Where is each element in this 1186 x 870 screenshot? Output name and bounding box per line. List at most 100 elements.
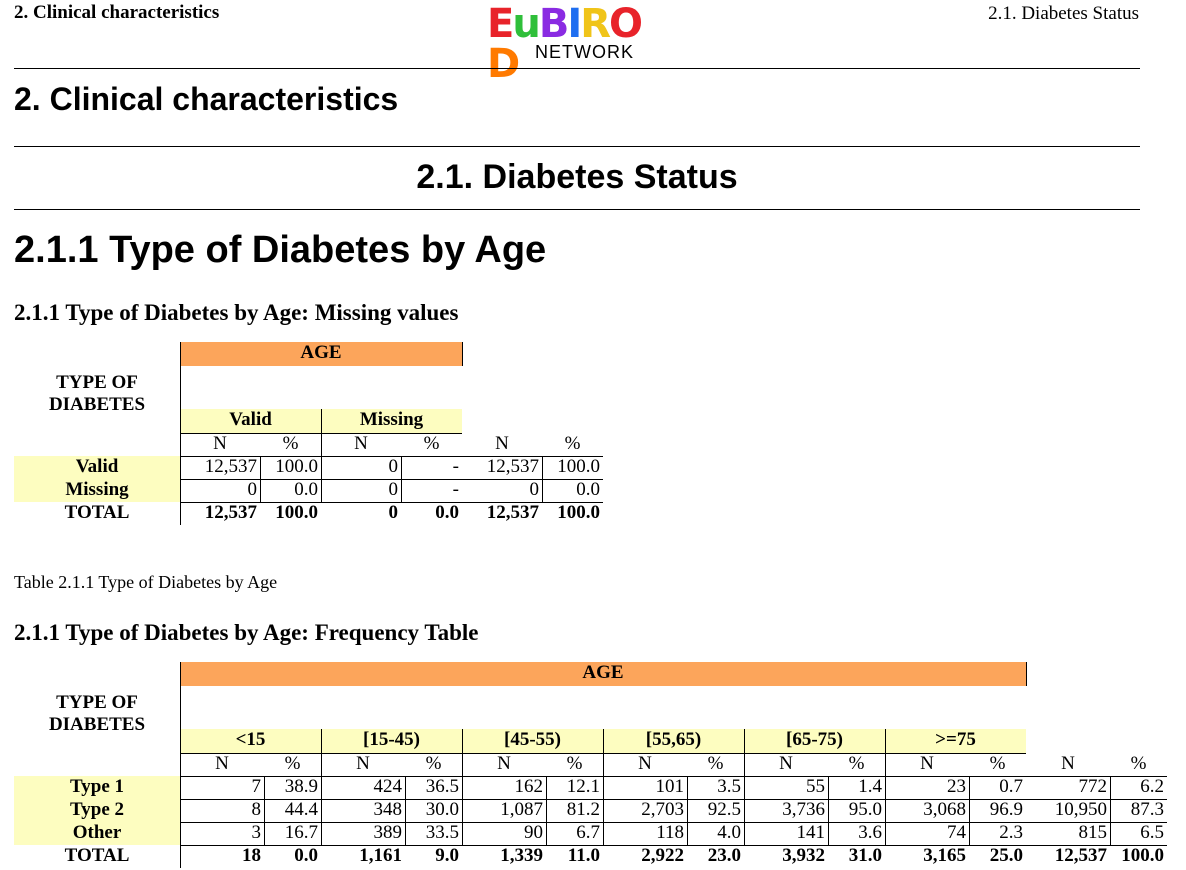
running-header-section: 2.1. Diabetes Status: [988, 3, 1139, 24]
group-header: [65-75): [744, 729, 885, 753]
table-rule: [462, 342, 463, 366]
table-rule: [828, 776, 829, 845]
section-title: 2.1. Diabetes Status: [416, 158, 738, 196]
table-cell: 1,087: [500, 799, 543, 820]
table-cell: 92.5: [707, 799, 741, 820]
table-cell: 36.5: [425, 776, 459, 797]
row-header-line: TYPE OF: [56, 692, 138, 713]
table-rule: [321, 776, 322, 845]
total-cell: 100.0: [275, 502, 318, 523]
column-header: %: [425, 753, 442, 774]
table-cell: 81.2: [566, 799, 600, 820]
column-header: %: [989, 753, 1006, 774]
table-cell: 3.6: [858, 822, 882, 843]
table-rule: [321, 409, 322, 456]
logo-letter: D: [487, 41, 520, 87]
table-cell: 12,537: [204, 456, 257, 477]
table-cell: 815: [1078, 822, 1108, 843]
row-label: Missing: [14, 479, 180, 502]
table-rule: [546, 776, 547, 845]
table-cell: 3: [251, 822, 262, 843]
variable-header: AGE: [180, 342, 462, 366]
group-header: Valid: [180, 409, 321, 433]
table-rule: [885, 776, 886, 845]
total-cell: 3,932: [782, 845, 825, 866]
table-cell: 4.0: [717, 822, 741, 843]
table-cell: 95.0: [848, 799, 882, 820]
table-cell: 3,736: [782, 799, 825, 820]
logo-subtitle: NETWORK: [535, 42, 634, 62]
total-cell: 12,537: [204, 502, 257, 523]
table-cell: 3,068: [923, 799, 966, 820]
row-header-line: TYPE OF: [56, 372, 138, 393]
table-cell: 2,703: [641, 799, 684, 820]
subsection-title: 2.1.1 Type of Diabetes by Age: [14, 229, 547, 271]
column-header: %: [564, 433, 581, 454]
total-cell: 23.0: [707, 845, 741, 866]
table-cell: 55: [806, 776, 825, 797]
table-cell: 16.7: [284, 822, 318, 843]
table-rule: [264, 776, 265, 845]
total-cell: 0.0: [435, 502, 459, 523]
table-rule: [180, 479, 603, 480]
table-cell: 0.0: [294, 479, 318, 500]
logo-letter: R: [580, 1, 611, 47]
table-cell: -: [452, 479, 459, 500]
total-row-label: TOTAL: [64, 845, 130, 866]
table-rule: [603, 729, 604, 776]
table-cell: 1.4: [858, 776, 882, 797]
table-cell: 424: [373, 776, 403, 797]
table-cell: 100.0: [275, 456, 318, 477]
column-header: %: [707, 753, 724, 774]
table-cell: 30.0: [425, 799, 459, 820]
row-label: Type 1: [14, 776, 180, 799]
table-cell: 0: [388, 479, 399, 500]
table-cell: 10,950: [1054, 799, 1107, 820]
total-cell: 18: [242, 845, 261, 866]
column-header: %: [284, 753, 301, 774]
table-cell: 118: [656, 822, 684, 843]
table-cell: 8: [251, 799, 262, 820]
group-header: >=75: [885, 729, 1026, 753]
table-cell: 3.5: [717, 776, 741, 797]
table-cell: 23: [947, 776, 966, 797]
table-cell: 96.9: [989, 799, 1023, 820]
running-header-chapter: 2. Clinical characteristics: [14, 2, 220, 23]
table-cell: 0: [529, 479, 540, 500]
logo-wordmark: EuBIRO D: [487, 4, 667, 84]
group-header: [45-55): [462, 729, 603, 753]
total-cell: 0.0: [294, 845, 318, 866]
table-cell: 141: [796, 822, 826, 843]
table-cell: 74: [947, 822, 966, 843]
table-rule: [462, 776, 463, 845]
total-cell: 25.0: [989, 845, 1023, 866]
table-cell: 33.5: [425, 822, 459, 843]
row-label: Other: [14, 822, 180, 845]
table-cell: 100.0: [557, 456, 600, 477]
divider: [14, 209, 1140, 210]
total-cell: 1,339: [500, 845, 543, 866]
column-header: N: [638, 753, 652, 774]
frequency-table-title: 2.1.1 Type of Diabetes by Age: Frequency…: [14, 620, 479, 645]
row-label: Valid: [14, 456, 180, 479]
total-cell: 31.0: [848, 845, 882, 866]
table-cell: 12,537: [486, 456, 539, 477]
missing-table-title: 2.1.1 Type of Diabetes by Age: Missing v…: [14, 300, 459, 325]
total-cell: 2,922: [641, 845, 684, 866]
table-caption: Table 2.1.1 Type of Diabetes by Age: [14, 572, 278, 592]
logo-letter: B: [538, 1, 569, 47]
header-divider: [14, 68, 1140, 69]
table-rule: [1110, 776, 1111, 845]
total-cell: 0: [388, 502, 399, 523]
eubirod-network-logo: EuBIRO D NETWORK: [487, 4, 667, 84]
total-cell: 12,537: [1054, 845, 1107, 866]
total-cell: 9.0: [435, 845, 459, 866]
table-cell: 162: [514, 776, 544, 797]
total-cell: 12,537: [486, 502, 539, 523]
row-header-line: DIABETES: [48, 394, 146, 415]
column-header: N: [495, 433, 509, 454]
chapter-title: 2. Clinical characteristics: [14, 81, 399, 117]
table-cell: 12.1: [566, 776, 600, 797]
table-rule: [744, 776, 745, 845]
divider: [14, 146, 1140, 147]
